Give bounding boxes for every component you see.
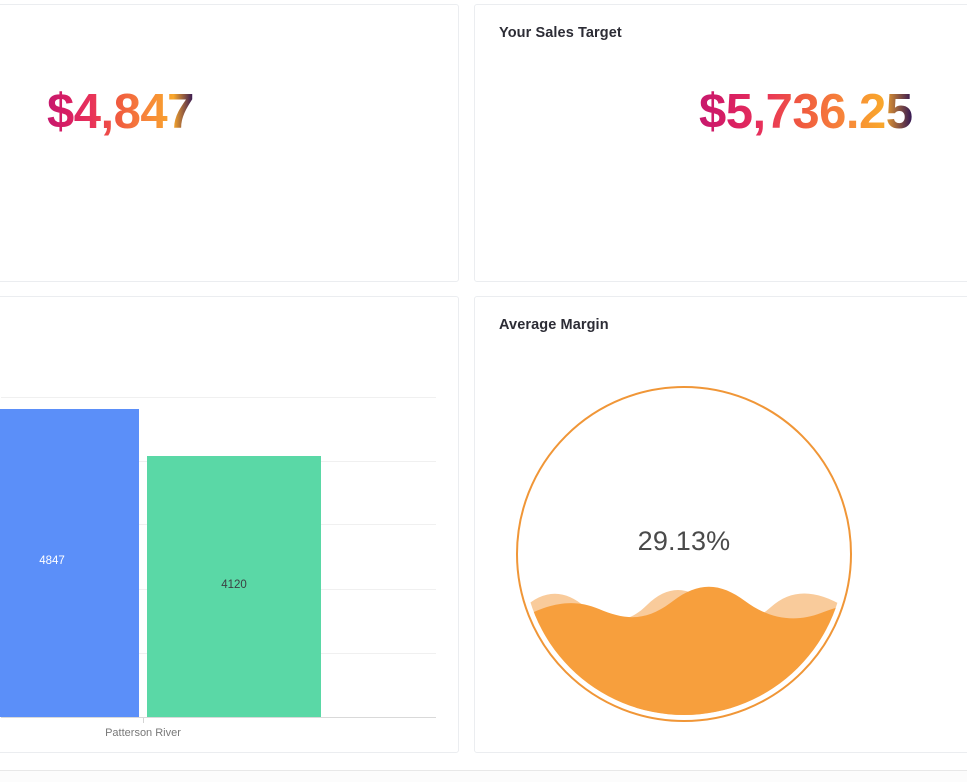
sales-target-value: $5,736.25 <box>699 85 913 139</box>
gauge-value-label: 29.13% <box>637 526 731 556</box>
x-axis-tick <box>143 718 144 723</box>
gauge-liquid-fill <box>523 393 845 715</box>
bar-chart-x-axis <box>1 717 436 718</box>
bar-value-label-1: 4847 <box>39 555 65 567</box>
sales-target-card-title: Your Sales Target <box>499 25 622 41</box>
average-margin-card-title: Average Margin <box>499 317 609 333</box>
average-margin-card: Average Margin 29.13% <box>474 296 967 753</box>
bar-chart[interactable]: e 4847 4120 Patterson River <box>0 297 460 754</box>
revenue-value: $4,847 <box>47 85 194 139</box>
revenue-card: $4,847 <box>0 4 459 282</box>
gauge-ring <box>516 386 852 722</box>
x-axis-category-label: Patterson River <box>105 727 181 739</box>
bar-series-1[interactable] <box>0 409 139 717</box>
next-card-below-fold <box>0 770 967 782</box>
bar-series-2[interactable] <box>147 456 321 717</box>
sales-target-card: Your Sales Target $5,736.25 <box>474 4 967 282</box>
gauge-wave-front-path <box>523 586 845 715</box>
gridline <box>1 397 436 398</box>
gauge-wave-svg <box>523 586 845 715</box>
bar-value-label-2: 4120 <box>221 579 247 591</box>
liquid-gauge-chart[interactable]: 29.13% <box>516 386 852 722</box>
revenue-chart-card: e 4847 4120 Patterson River <box>0 296 459 753</box>
